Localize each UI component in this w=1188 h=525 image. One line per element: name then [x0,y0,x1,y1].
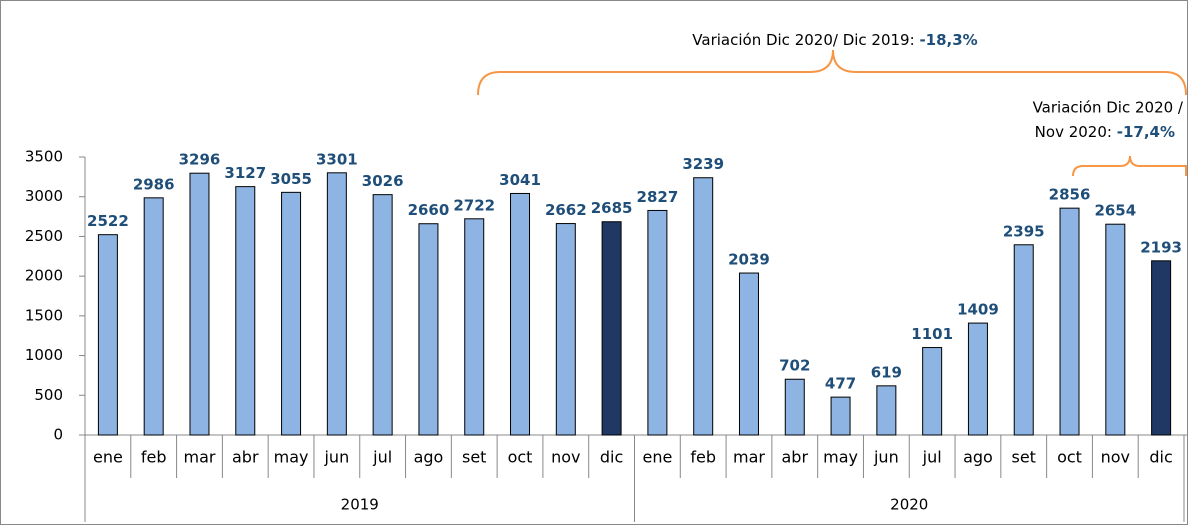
group-label: 2020 [890,496,928,514]
x-tick-label: dic [600,448,623,467]
value-label: 3041 [499,171,541,189]
y-tick-label: 0 [53,426,63,444]
bar [1013,244,1034,436]
bar [281,191,302,436]
x-tick-label: abr [232,448,259,467]
brace-year [477,49,1187,96]
x-tick-label: nov [1101,448,1130,467]
bar [418,223,439,436]
value-label: 2827 [637,188,679,206]
value-label: 2986 [133,175,175,193]
value-label: 3055 [270,170,312,188]
x-tick-label: jun [323,448,349,467]
bar [189,172,210,436]
x-tick-label: set [1012,448,1036,467]
y-tick-label: 1500 [25,306,63,324]
x-tick-label: may [823,448,858,467]
bar [235,186,256,436]
value-label: 2685 [591,199,633,217]
x-tick-label: mar [733,448,765,467]
x-tick-label: abr [781,448,808,467]
bar [647,209,668,436]
bar [830,396,851,436]
value-label: 2722 [453,196,495,214]
value-label: 2193 [1140,238,1182,256]
x-tick-label: oct [1057,448,1082,467]
bar [693,177,714,436]
annotation: Nov 2020: -17,4% [1035,123,1175,141]
y-tick-label: 2000 [25,267,63,285]
value-label: 477 [825,375,856,393]
bar [97,234,118,436]
bar [1105,223,1126,436]
x-tick-label: nov [551,448,580,467]
value-label: 1409 [957,301,999,319]
bar [738,272,759,436]
brace-month [1072,155,1187,177]
annotation: Variación Dic 2020 / [1033,99,1184,117]
x-tick-label: feb [141,448,167,467]
bar [967,322,988,436]
x-tick-label: set [462,448,486,467]
value-label: 2654 [1094,202,1136,220]
value-label: 2856 [1049,186,1091,204]
bar [464,218,485,436]
y-tick-label: 500 [34,386,63,404]
value-label: 2039 [728,251,770,269]
bar [1151,260,1172,436]
bar [876,385,897,436]
group-label: 2019 [341,496,379,514]
x-tick-label: jul [372,448,392,467]
bar [1059,207,1080,436]
x-tick-label: feb [690,448,716,467]
x-tick-label: may [274,448,309,467]
value-label: 2522 [87,212,129,230]
value-label: 3239 [682,155,724,173]
x-tick-label: ene [642,448,672,467]
x-tick-label: ene [93,448,123,467]
value-label: 2662 [545,201,587,219]
y-tick-label: 2500 [25,227,63,245]
y-tick-label: 3500 [25,148,63,166]
value-label: 2660 [408,201,450,219]
value-label: 702 [779,357,810,375]
value-label: 3301 [316,150,358,168]
value-label: 3026 [362,172,404,190]
x-tick-label: dic [1149,448,1172,467]
bar [601,221,622,436]
x-tick-label: oct [508,448,533,467]
y-tick-label: 3000 [25,187,63,205]
bar [784,378,805,436]
bar [555,223,576,436]
bar [510,192,531,436]
x-tick-label: mar [183,448,215,467]
x-tick-label: ago [963,448,993,467]
x-tick-label: jun [873,448,899,467]
value-label: 2395 [1003,222,1045,240]
bar [143,197,164,436]
annotation: Variación Dic 2020/ Dic 2019: -18,3% [692,31,977,49]
bar [922,347,943,436]
x-tick-label: ago [414,448,444,467]
bar [326,172,347,436]
value-label: 1101 [911,325,953,343]
bar [372,194,393,436]
y-tick-label: 1000 [25,346,63,364]
x-tick-label: jul [922,448,942,467]
value-label: 3296 [179,151,221,169]
value-label: 3127 [224,164,266,182]
value-label: 619 [871,363,902,381]
